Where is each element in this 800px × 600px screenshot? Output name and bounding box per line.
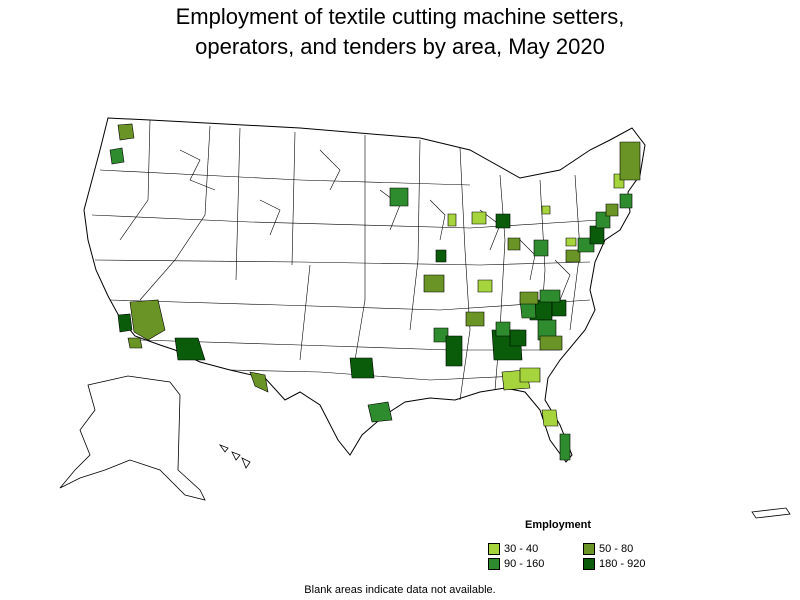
legend: Employment 30 - 40 50 - 80 90 - 160 180 …	[488, 519, 678, 570]
area-kansas-city	[423, 274, 445, 293]
area-maine	[619, 141, 641, 181]
legend-swatch	[583, 543, 595, 555]
area-phoenix	[174, 337, 206, 361]
area-upstate-ny	[541, 205, 551, 215]
area-inland-empire	[129, 299, 166, 341]
area-miami	[559, 433, 571, 461]
area-san-diego	[127, 337, 143, 349]
area-pennsylvania	[565, 249, 581, 263]
area-new-jersey	[589, 225, 605, 245]
area-nashville	[465, 311, 485, 327]
legend-item-50-80: 50 - 80	[583, 543, 678, 555]
legend-swatch	[583, 558, 595, 570]
area-chicago	[447, 213, 457, 227]
area-illinois	[435, 249, 447, 263]
legend-label: 50 - 80	[599, 543, 634, 555]
area-el-paso	[249, 371, 269, 393]
legend-item-30-40: 30 - 40	[488, 543, 583, 555]
area-atlanta	[495, 321, 511, 337]
area-michigan	[495, 213, 511, 229]
legend-item-90-160: 90 - 160	[488, 558, 583, 570]
legend-label: 90 - 160	[504, 558, 545, 570]
area-mississippi	[445, 335, 463, 367]
legend-label: 180 - 920	[599, 558, 646, 570]
area-baltimore	[565, 237, 577, 247]
shaded-areas	[109, 123, 641, 461]
area-minneapolis	[389, 187, 409, 207]
hawaii-outline	[218, 444, 251, 469]
area-massachusetts	[619, 193, 633, 209]
legend-swatch	[488, 543, 500, 555]
area-jacksonville	[519, 367, 541, 383]
puerto-rico-outline	[751, 507, 791, 519]
legend-item-180-920: 180 - 920	[583, 558, 678, 570]
legend-label: 30 - 40	[504, 543, 539, 555]
area-virginia-west	[519, 291, 539, 305]
area-north-georgia	[509, 329, 527, 347]
alaska-outline	[59, 375, 206, 501]
map-title-line-2: operators, and tenders by area, May 2020	[195, 34, 605, 59]
legend-title: Employment	[524, 519, 591, 531]
area-south-carolina-coast	[539, 335, 563, 351]
area-connecticut	[605, 203, 619, 217]
area-los-angeles	[117, 313, 133, 333]
area-ohio	[507, 237, 521, 251]
area-central-florida	[541, 409, 559, 427]
area-dallas	[349, 357, 375, 379]
area-north-carolina-east	[551, 299, 567, 317]
area-virginia	[539, 289, 561, 303]
legend-swatch	[488, 558, 500, 570]
map-title: Employment of textile cutting machine se…	[0, 2, 800, 62]
area-indiana	[471, 211, 487, 225]
area-columbus	[533, 239, 549, 257]
area-houston	[367, 401, 393, 423]
area-kentucky	[477, 279, 493, 293]
area-northwest-washington	[117, 123, 135, 141]
footnote: Blank areas indicate data not available.	[304, 584, 496, 596]
area-portland	[109, 147, 125, 165]
map-title-line-1: Employment of textile cutting machine se…	[175, 4, 625, 29]
